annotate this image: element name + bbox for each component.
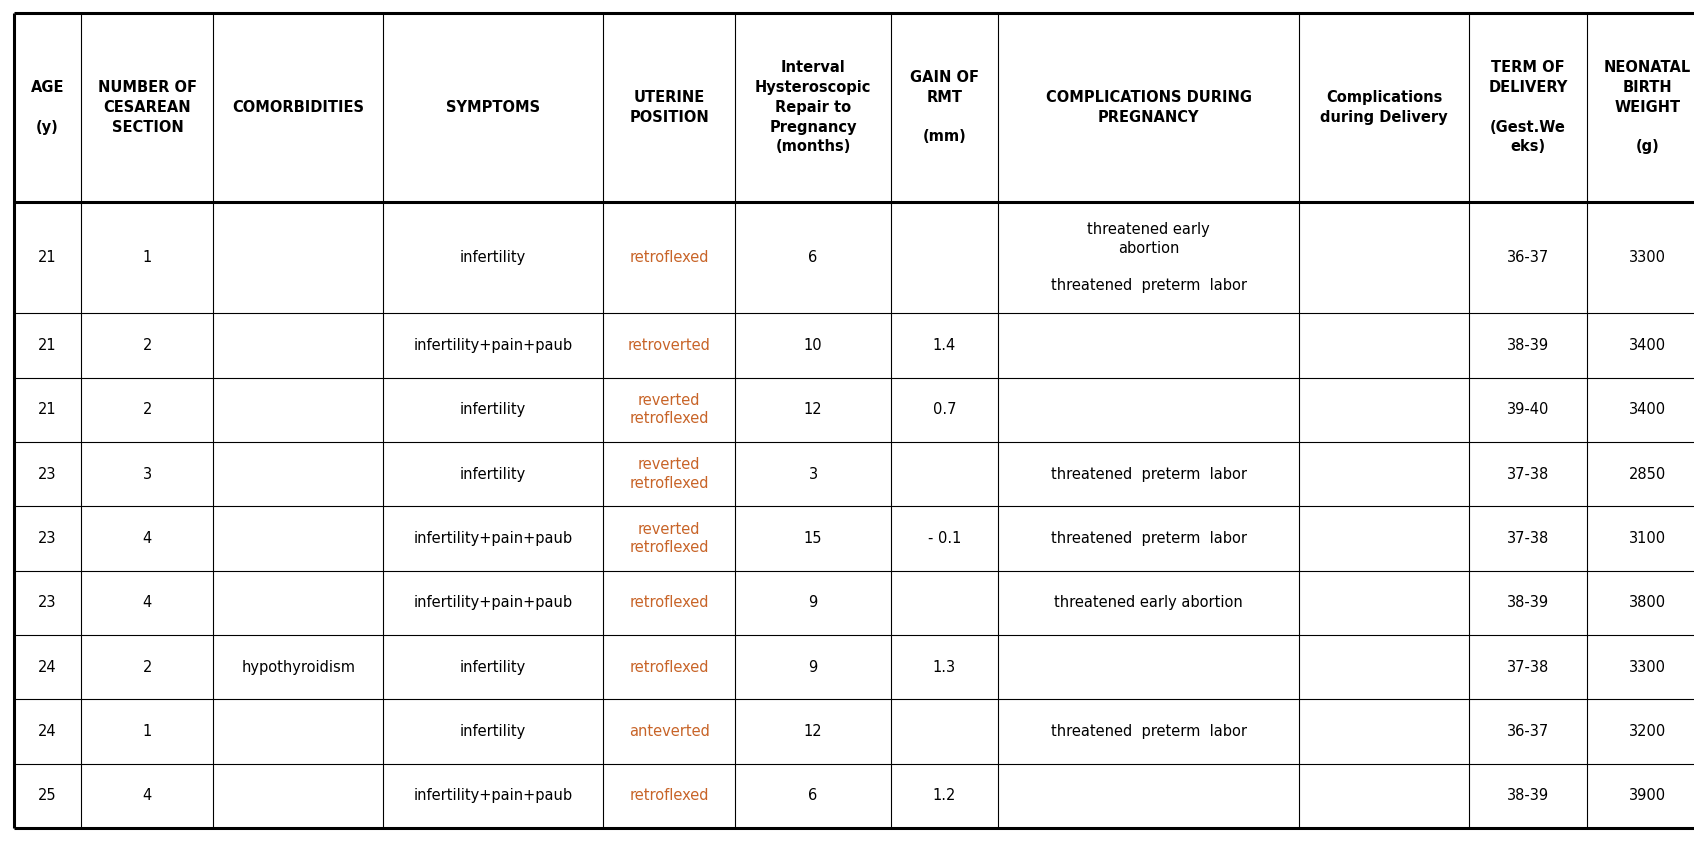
Text: 21: 21	[39, 338, 56, 353]
Text: 3200: 3200	[1630, 724, 1665, 739]
Text: 23: 23	[39, 531, 56, 546]
Text: 0.7: 0.7	[933, 402, 955, 417]
Text: 6: 6	[808, 250, 818, 265]
Text: 4: 4	[142, 531, 152, 546]
Text: Complications
during Delivery: Complications during Delivery	[1320, 90, 1448, 124]
Text: 37-38: 37-38	[1508, 531, 1548, 546]
Text: retroflexed: retroflexed	[630, 789, 708, 803]
Text: infertility: infertility	[459, 660, 527, 674]
Text: SYMPTOMS: SYMPTOMS	[446, 100, 540, 115]
Text: 12: 12	[805, 402, 822, 417]
Text: infertility: infertility	[459, 467, 527, 481]
Text: TERM OF
DELIVERY

(Gest.We
eks): TERM OF DELIVERY (Gest.We eks)	[1489, 60, 1567, 154]
Text: 24: 24	[39, 660, 56, 674]
Text: UTERINE
POSITION: UTERINE POSITION	[628, 90, 710, 124]
Text: 39-40: 39-40	[1506, 402, 1550, 417]
Text: anteverted: anteverted	[628, 724, 710, 739]
Text: NEONATAL
BIRTH
WEIGHT

(g): NEONATAL BIRTH WEIGHT (g)	[1604, 60, 1691, 154]
Text: 21: 21	[39, 402, 56, 417]
Text: 37-38: 37-38	[1508, 467, 1548, 481]
Text: GAIN OF
RMT

(mm): GAIN OF RMT (mm)	[910, 70, 979, 144]
Text: 3900: 3900	[1630, 789, 1665, 803]
Text: 24: 24	[39, 724, 56, 739]
Text: 37-38: 37-38	[1508, 660, 1548, 674]
Text: 38-39: 38-39	[1508, 789, 1548, 803]
Text: 23: 23	[39, 595, 56, 610]
Text: 6: 6	[808, 789, 818, 803]
Text: AGE

(y): AGE (y)	[30, 80, 64, 135]
Text: 12: 12	[805, 724, 822, 739]
Text: COMPLICATIONS DURING
PREGNANCY: COMPLICATIONS DURING PREGNANCY	[1045, 90, 1252, 124]
Text: NUMBER OF
CESAREAN
SECTION: NUMBER OF CESAREAN SECTION	[98, 80, 197, 135]
Text: threatened  preterm  labor: threatened preterm labor	[1050, 724, 1247, 739]
Text: reverted
retroflexed: reverted retroflexed	[630, 457, 708, 491]
Text: 3400: 3400	[1630, 338, 1665, 353]
Text: 1.3: 1.3	[933, 660, 955, 674]
Text: 36-37: 36-37	[1508, 724, 1548, 739]
Text: 9: 9	[808, 660, 818, 674]
Text: 10: 10	[805, 338, 822, 353]
Text: 9: 9	[808, 595, 818, 610]
Text: 15: 15	[805, 531, 822, 546]
Text: Interval
Hysteroscopic
Repair to
Pregnancy
(months): Interval Hysteroscopic Repair to Pregnan…	[756, 60, 871, 154]
Text: 1: 1	[142, 724, 152, 739]
Text: 1: 1	[142, 250, 152, 265]
Text: 1.4: 1.4	[933, 338, 955, 353]
Text: threatened early abortion: threatened early abortion	[1054, 595, 1243, 610]
Text: 25: 25	[39, 789, 56, 803]
Text: reverted
retroflexed: reverted retroflexed	[630, 393, 708, 426]
Text: 38-39: 38-39	[1508, 338, 1548, 353]
Text: threatened early
abortion

threatened  preterm  labor: threatened early abortion threatened pre…	[1050, 222, 1247, 293]
Text: 23: 23	[39, 467, 56, 481]
Text: retroflexed: retroflexed	[630, 595, 708, 610]
Text: 1.2: 1.2	[933, 789, 955, 803]
Text: - 0.1: - 0.1	[928, 531, 960, 546]
Text: 2: 2	[142, 660, 152, 674]
Text: 4: 4	[142, 789, 152, 803]
Text: infertility+pain+paub: infertility+pain+paub	[413, 595, 573, 610]
Text: 3400: 3400	[1630, 402, 1665, 417]
Text: hypothyroidism: hypothyroidism	[241, 660, 356, 674]
Text: 21: 21	[39, 250, 56, 265]
Text: infertility+pain+paub: infertility+pain+paub	[413, 789, 573, 803]
Text: 2850: 2850	[1630, 467, 1665, 481]
Text: 3: 3	[808, 467, 818, 481]
Text: threatened  preterm  labor: threatened preterm labor	[1050, 531, 1247, 546]
Text: 3100: 3100	[1630, 531, 1665, 546]
Text: infertility+pain+paub: infertility+pain+paub	[413, 531, 573, 546]
Text: 36-37: 36-37	[1508, 250, 1548, 265]
Text: threatened  preterm  labor: threatened preterm labor	[1050, 467, 1247, 481]
Text: infertility: infertility	[459, 724, 527, 739]
Text: 3: 3	[142, 467, 152, 481]
Text: reverted
retroflexed: reverted retroflexed	[630, 522, 708, 555]
Text: retroverted: retroverted	[628, 338, 710, 353]
Text: infertility: infertility	[459, 250, 527, 265]
Text: 3300: 3300	[1630, 660, 1665, 674]
Text: retroflexed: retroflexed	[630, 250, 708, 265]
Text: COMORBIDITIES: COMORBIDITIES	[232, 100, 364, 115]
Text: 3300: 3300	[1630, 250, 1665, 265]
Text: retroflexed: retroflexed	[630, 660, 708, 674]
Text: 38-39: 38-39	[1508, 595, 1548, 610]
Text: 2: 2	[142, 338, 152, 353]
Text: infertility: infertility	[459, 402, 527, 417]
Text: infertility+pain+paub: infertility+pain+paub	[413, 338, 573, 353]
Text: 3800: 3800	[1630, 595, 1665, 610]
Text: 2: 2	[142, 402, 152, 417]
Text: 4: 4	[142, 595, 152, 610]
